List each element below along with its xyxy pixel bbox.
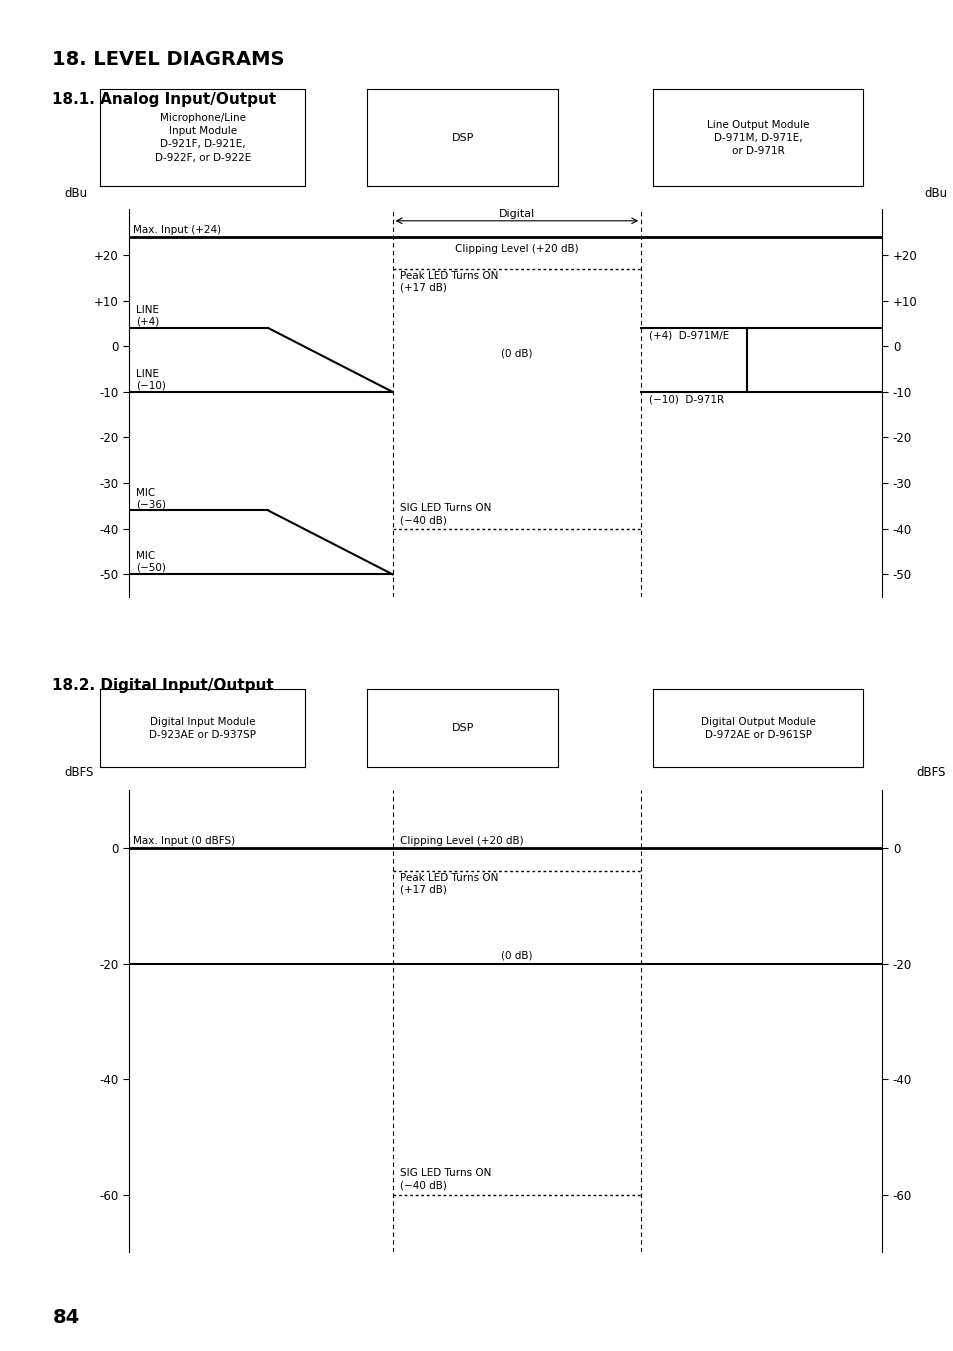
Text: (0 dB): (0 dB) (500, 349, 532, 358)
Text: Peak LED Turns ON
(+17 dB): Peak LED Turns ON (+17 dB) (399, 272, 498, 293)
Text: (0 dB): (0 dB) (500, 951, 532, 961)
Text: Max. Input (+24): Max. Input (+24) (132, 226, 220, 235)
Text: Clipping Level (+20 dB): Clipping Level (+20 dB) (399, 836, 523, 846)
Text: Clipping Level (+20 dB): Clipping Level (+20 dB) (455, 243, 578, 254)
Text: SIG LED Turns ON
(−40 dB): SIG LED Turns ON (−40 dB) (399, 504, 491, 526)
Text: dBFS: dBFS (916, 766, 944, 778)
Text: 18.2. Digital Input/Output: 18.2. Digital Input/Output (52, 678, 274, 693)
Text: (−10)  D-971R: (−10) D-971R (648, 394, 723, 404)
Text: dBu: dBu (923, 186, 946, 200)
Text: LINE
(+4): LINE (+4) (136, 305, 159, 327)
Text: MIC
(−36): MIC (−36) (136, 488, 166, 509)
Text: dBFS: dBFS (65, 766, 94, 778)
Text: Microphone/Line
Input Module
D-921F, D-921E,
D-922F, or D-922E: Microphone/Line Input Module D-921F, D-9… (154, 113, 251, 162)
Text: Digital: Digital (498, 208, 535, 219)
Text: (+4)  D-971M/E: (+4) D-971M/E (648, 330, 728, 340)
Text: DSP: DSP (451, 132, 474, 143)
Text: 18. LEVEL DIAGRAMS: 18. LEVEL DIAGRAMS (52, 50, 285, 69)
Text: DSP: DSP (451, 723, 474, 734)
Text: Digital Input Module
D-923AE or D-937SP: Digital Input Module D-923AE or D-937SP (149, 716, 256, 740)
Text: SIG LED Turns ON
(−40 dB): SIG LED Turns ON (−40 dB) (399, 1169, 491, 1190)
Text: 18.1. Analog Input/Output: 18.1. Analog Input/Output (52, 92, 276, 107)
Text: Peak LED Turns ON
(+17 dB): Peak LED Turns ON (+17 dB) (399, 873, 498, 894)
Text: LINE
(−10): LINE (−10) (136, 369, 166, 390)
Text: dBu: dBu (65, 186, 88, 200)
Text: MIC
(−50): MIC (−50) (136, 551, 166, 573)
Text: Line Output Module
D-971M, D-971E,
or D-971R: Line Output Module D-971M, D-971E, or D-… (706, 120, 809, 155)
Text: 84: 84 (52, 1308, 80, 1327)
Text: Digital Output Module
D-972AE or D-961SP: Digital Output Module D-972AE or D-961SP (700, 716, 815, 740)
Text: Max. Input (0 dBFS): Max. Input (0 dBFS) (132, 836, 234, 846)
